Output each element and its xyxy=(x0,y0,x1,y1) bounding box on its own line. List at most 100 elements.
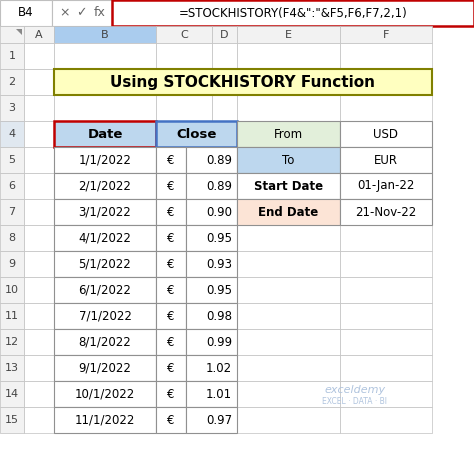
Text: 2/1/2022: 2/1/2022 xyxy=(79,180,131,193)
Bar xyxy=(237,121,340,147)
Text: 0.98: 0.98 xyxy=(206,309,232,322)
Bar xyxy=(156,251,186,277)
Bar xyxy=(54,251,156,277)
Bar xyxy=(186,303,237,329)
Text: =STOCKHISTORY(F4&":"&F5,F6,F7,2,1): =STOCKHISTORY(F4&":"&F5,F6,F7,2,1) xyxy=(179,6,407,19)
Bar xyxy=(54,225,156,251)
Bar xyxy=(156,251,212,277)
Bar xyxy=(24,381,54,407)
Bar xyxy=(0,381,24,407)
Bar xyxy=(0,303,24,329)
Text: €: € xyxy=(167,232,175,245)
Text: 3: 3 xyxy=(9,103,16,113)
Bar xyxy=(156,225,212,251)
Text: 0.97: 0.97 xyxy=(206,414,232,427)
Bar xyxy=(24,121,54,147)
Bar xyxy=(340,43,432,69)
Bar xyxy=(340,26,432,43)
Bar xyxy=(340,381,432,407)
Bar xyxy=(212,26,237,43)
Bar xyxy=(340,277,432,303)
Bar xyxy=(156,407,186,433)
Bar xyxy=(0,147,24,173)
Text: EXCEL · DATA · BI: EXCEL · DATA · BI xyxy=(322,397,388,406)
Bar xyxy=(156,303,212,329)
Bar xyxy=(340,147,432,173)
Bar xyxy=(54,173,156,199)
Bar xyxy=(212,121,237,147)
Text: 14: 14 xyxy=(5,389,19,399)
Text: 15: 15 xyxy=(5,415,19,425)
Text: 7: 7 xyxy=(9,207,16,217)
Bar xyxy=(212,173,237,199)
Text: 1.02: 1.02 xyxy=(206,361,232,374)
Bar xyxy=(237,121,340,147)
Bar xyxy=(340,121,432,147)
Bar xyxy=(0,225,24,251)
Text: USD: USD xyxy=(374,128,399,141)
Text: 2: 2 xyxy=(9,77,16,87)
Bar xyxy=(340,407,432,433)
Text: 3/1/2022: 3/1/2022 xyxy=(79,206,131,219)
Bar xyxy=(156,173,212,199)
Bar xyxy=(340,173,432,199)
Bar xyxy=(156,303,186,329)
Text: €: € xyxy=(167,283,175,296)
Bar xyxy=(0,355,24,381)
Bar xyxy=(212,147,237,173)
Text: 11/1/2022: 11/1/2022 xyxy=(75,414,135,427)
Bar xyxy=(186,147,237,173)
Bar xyxy=(237,381,340,407)
Text: Using STOCKHISTORY Function: Using STOCKHISTORY Function xyxy=(110,75,375,89)
Bar xyxy=(237,407,340,433)
Bar xyxy=(156,43,212,69)
Bar xyxy=(237,355,340,381)
Text: 5: 5 xyxy=(9,155,16,165)
Text: 0.95: 0.95 xyxy=(206,232,232,245)
Text: D: D xyxy=(220,30,229,40)
Text: To: To xyxy=(283,154,295,167)
Bar xyxy=(54,355,156,381)
Text: 13: 13 xyxy=(5,363,19,373)
Bar xyxy=(212,303,237,329)
Bar xyxy=(54,69,156,95)
Text: exceldemy: exceldemy xyxy=(324,385,385,395)
Bar xyxy=(340,303,432,329)
Bar xyxy=(156,26,212,43)
Bar xyxy=(54,121,156,147)
Bar xyxy=(24,43,54,69)
Bar xyxy=(212,95,237,121)
Bar xyxy=(340,329,432,355)
Bar xyxy=(0,329,24,355)
Text: 0.95: 0.95 xyxy=(206,283,232,296)
Bar xyxy=(237,173,340,199)
Bar xyxy=(186,251,237,277)
Bar xyxy=(54,303,156,329)
Bar xyxy=(340,199,432,225)
Text: 1/1/2022: 1/1/2022 xyxy=(79,154,131,167)
Bar xyxy=(340,199,432,225)
Bar xyxy=(0,69,24,95)
Bar xyxy=(54,199,156,225)
Bar xyxy=(54,173,156,199)
Bar xyxy=(24,329,54,355)
Bar xyxy=(156,225,186,251)
Bar xyxy=(156,355,186,381)
Bar xyxy=(156,199,186,225)
Bar xyxy=(54,69,432,95)
Bar xyxy=(156,121,212,147)
Bar xyxy=(54,277,156,303)
Text: 4/1/2022: 4/1/2022 xyxy=(79,232,131,245)
Bar xyxy=(0,121,24,147)
Text: B: B xyxy=(101,30,109,40)
Bar xyxy=(0,407,24,433)
Text: 10: 10 xyxy=(5,285,19,295)
Text: Date: Date xyxy=(87,128,123,141)
Bar xyxy=(0,95,24,121)
Bar xyxy=(54,407,156,433)
Text: 8: 8 xyxy=(9,233,16,243)
Text: 0.99: 0.99 xyxy=(206,335,232,348)
Bar xyxy=(156,277,212,303)
Bar xyxy=(156,199,212,225)
Text: ✓: ✓ xyxy=(76,6,86,19)
